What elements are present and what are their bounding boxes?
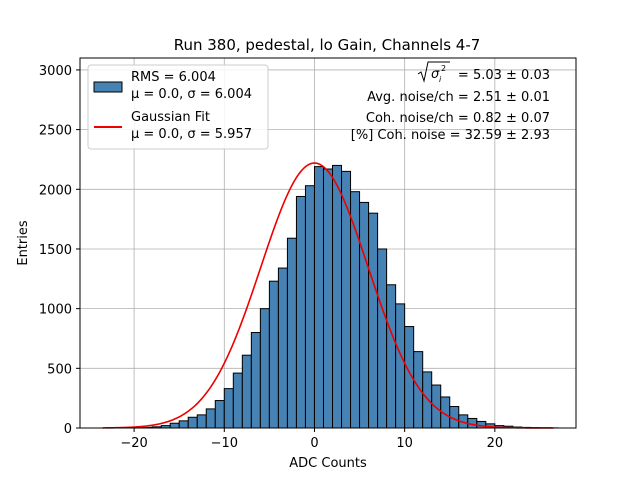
histogram-bar	[386, 284, 397, 429]
y-tick-label: 2500	[39, 124, 72, 139]
y-tick-label: 1500	[39, 243, 72, 258]
legend: RMS = 6.004 μ = 0.0, σ = 6.004 Gaussian …	[87, 64, 269, 150]
legend-fit-label: Gaussian Fit	[131, 110, 210, 125]
histogram-bar	[268, 280, 279, 429]
sqrt-symbol	[417, 61, 450, 83]
y-axis-label: Entries	[16, 220, 31, 266]
histogram-bar	[368, 212, 379, 429]
sigma-formula: σ i 2	[417, 61, 450, 84]
y-axis: 0 500 1000 1500 2000 2500 3000	[39, 64, 80, 437]
histogram-bar	[395, 303, 406, 429]
histogram-bar	[313, 166, 324, 429]
y-tick-label: 0	[64, 422, 72, 437]
sigma-subscript: i	[439, 75, 442, 84]
histogram-bar	[413, 351, 424, 429]
gaussian-fit	[102, 162, 554, 429]
plot-frame	[79, 57, 577, 429]
annotation-coh-noise: Coh. noise/ch = 0.82 ± 0.07	[366, 111, 550, 126]
legend-fit-detail: μ = 0.0, σ = 5.957	[131, 127, 252, 142]
histogram-bar	[178, 420, 189, 429]
histogram-bar	[196, 414, 207, 429]
annotation-coh-noise-percent: [%] Coh. noise = 32.59 ± 2.93	[351, 128, 550, 143]
sigma-superscript: 2	[441, 64, 446, 73]
histogram-bar	[422, 371, 433, 429]
x-tick-label: 0	[310, 436, 318, 451]
y-tick-label: 1000	[39, 303, 72, 318]
x-tick-label: −10	[211, 436, 238, 451]
histogram-bar	[341, 170, 352, 429]
y-tick-label: 3000	[39, 64, 72, 79]
legend-histogram-label: RMS = 6.004	[131, 70, 216, 85]
histogram-bar	[259, 308, 270, 429]
x-axis: −20 −10 0 10 20	[120, 428, 503, 451]
x-axis-label: ADC Counts	[289, 456, 367, 471]
histogram-bar	[223, 388, 234, 429]
legend-histogram-swatch	[93, 81, 123, 93]
histogram-bar	[187, 416, 198, 429]
annotation-sigma-value: = 5.03 ± 0.03	[458, 68, 550, 83]
x-tick-label: 10	[396, 436, 413, 451]
histogram-bar	[304, 185, 315, 429]
histogram-bar	[250, 332, 261, 429]
histogram-bar	[277, 267, 288, 429]
y-tick-label: 2000	[39, 183, 72, 198]
gaussian-fit-line	[102, 162, 554, 429]
histogram-bar	[169, 422, 180, 429]
histogram-bar	[286, 237, 297, 429]
histogram-bar	[332, 164, 343, 429]
x-tick-label: −20	[120, 436, 147, 451]
y-tick-label: 500	[47, 362, 72, 377]
histogram-bar	[322, 168, 334, 429]
histogram-bars	[106, 164, 559, 429]
histogram-bar	[359, 201, 370, 429]
chart-title: Run 380, pedestal, lo Gain, Channels 4-7	[174, 36, 481, 54]
noise-annotations: σ i 2 = 5.03 ± 0.03 Avg. noise/ch = 2.51…	[351, 61, 550, 143]
histogram-bar	[232, 372, 243, 429]
histogram-bar	[377, 248, 388, 429]
annotation-avg-noise: Avg. noise/ch = 2.51 ± 0.01	[367, 90, 550, 105]
histogram-bar	[431, 384, 442, 429]
legend-box	[87, 64, 269, 150]
histogram-bar	[295, 195, 306, 429]
histogram-bar	[241, 354, 252, 429]
sigma-symbol: σ	[431, 67, 440, 82]
legend-histogram-detail: μ = 0.0, σ = 6.004	[131, 87, 252, 102]
histogram-bar	[214, 400, 225, 429]
histogram-bar	[205, 408, 216, 429]
x-tick-label: 20	[487, 436, 504, 451]
